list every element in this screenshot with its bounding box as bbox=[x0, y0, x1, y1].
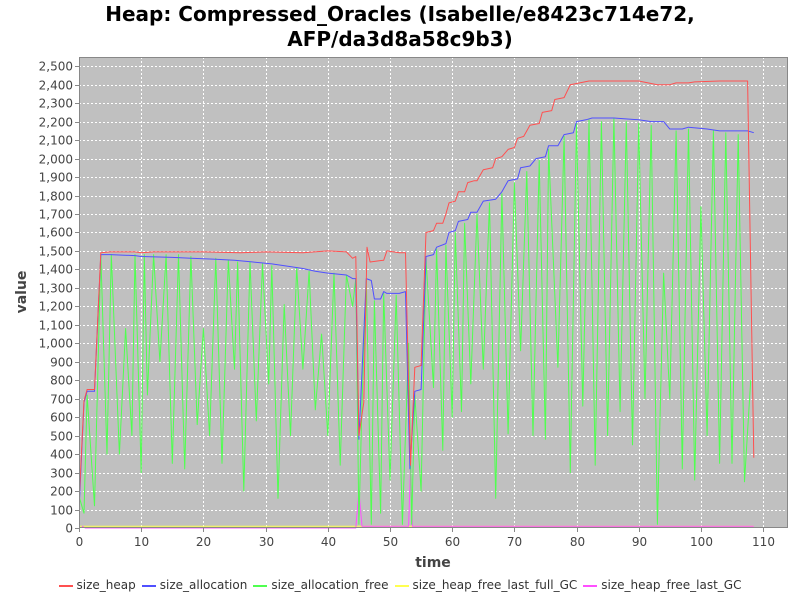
y-tick-label: 1,200 bbox=[39, 300, 73, 314]
y-tick-label: 1,700 bbox=[39, 208, 73, 222]
series-line-size-heap bbox=[79, 80, 755, 492]
y-tick-label: 800 bbox=[50, 374, 73, 388]
legend-label: size_heap bbox=[76, 578, 136, 592]
legend-label: size_heap_free_last_full_GC bbox=[412, 578, 578, 592]
plot-area bbox=[79, 57, 788, 528]
legend: size_heap size_allocation size_allocation_… bbox=[0, 578, 800, 592]
plot-border bbox=[79, 57, 788, 528]
y-tick-label: 2,100 bbox=[39, 134, 73, 148]
x-tick-label: 80 bbox=[570, 535, 585, 549]
y-tick-label: 2,400 bbox=[39, 79, 73, 93]
y-tick-label: 400 bbox=[50, 448, 73, 462]
legend-swatch bbox=[394, 584, 409, 587]
y-tick-label: 0 bbox=[65, 522, 73, 536]
x-tick-label: 110 bbox=[752, 535, 775, 549]
chart-title-line-2: AFP/da3d8a58c9b3) bbox=[287, 27, 513, 51]
y-tick-label: 500 bbox=[50, 430, 73, 444]
y-tick-label: 100 bbox=[50, 504, 73, 518]
y-tick-label: 2,000 bbox=[39, 153, 73, 167]
series-lines bbox=[79, 80, 755, 529]
y-tick-label: 1,400 bbox=[39, 263, 73, 277]
x-tick-label: 100 bbox=[690, 535, 713, 549]
series-line-size-allocation-free bbox=[79, 117, 752, 525]
x-tick-label: 20 bbox=[196, 535, 211, 549]
y-tick-label: 1,800 bbox=[39, 190, 73, 204]
y-axis-label: value bbox=[14, 271, 30, 314]
legend-label: size_allocation bbox=[159, 578, 248, 592]
axes: 01002003004005006007008009001,0001,1001,… bbox=[39, 57, 788, 549]
y-tick-label: 700 bbox=[50, 393, 73, 407]
y-tick-label: 200 bbox=[50, 485, 73, 499]
chart-title-line-1: Heap: Compressed_Oracles (Isabelle/e8423… bbox=[105, 2, 695, 26]
legend-item: size_heap bbox=[58, 578, 136, 592]
y-tick-label: 300 bbox=[50, 467, 73, 481]
legend-item: size_allocation bbox=[141, 578, 248, 592]
y-tick-label: 2,500 bbox=[39, 60, 73, 74]
x-axis-label: time bbox=[415, 555, 451, 571]
x-tick-label: 0 bbox=[76, 535, 84, 549]
legend-item: size_allocation_free bbox=[253, 578, 389, 592]
y-tick-label: 1,300 bbox=[39, 282, 73, 296]
y-tick-label: 1,500 bbox=[39, 245, 73, 259]
y-tick-label: 600 bbox=[50, 411, 73, 425]
chart-title: Heap: Compressed_Oracles (Isabelle/e8423… bbox=[0, 2, 800, 52]
series-line-size-allocation bbox=[79, 117, 754, 499]
y-tick-label: 1,000 bbox=[39, 337, 73, 351]
x-tick-label: 90 bbox=[632, 535, 647, 549]
y-tick-label: 1,600 bbox=[39, 226, 73, 240]
x-tick-label: 30 bbox=[259, 535, 274, 549]
x-tick-label: 50 bbox=[383, 535, 398, 549]
y-tick-label: 2,200 bbox=[39, 116, 73, 130]
legend-swatch bbox=[583, 584, 598, 587]
legend-swatch bbox=[58, 584, 73, 587]
x-tick-label: 60 bbox=[445, 535, 460, 549]
y-tick-label: 2,300 bbox=[39, 97, 73, 111]
y-tick-label: 900 bbox=[50, 356, 73, 370]
y-tick-label: 1,900 bbox=[39, 171, 73, 185]
x-tick-label: 70 bbox=[507, 535, 522, 549]
x-tick-label: 40 bbox=[321, 535, 336, 549]
legend-item: size_heap_free_last_GC bbox=[583, 578, 741, 592]
legend-item: size_heap_free_last_full_GC bbox=[394, 578, 578, 592]
legend-swatch bbox=[253, 584, 268, 587]
legend-swatch bbox=[141, 584, 156, 587]
legend-label: size_heap_free_last_GC bbox=[601, 578, 742, 592]
y-tick-label: 1,100 bbox=[39, 319, 73, 333]
x-tick-label: 10 bbox=[134, 535, 149, 549]
legend-label: size_allocation_free bbox=[271, 578, 389, 592]
